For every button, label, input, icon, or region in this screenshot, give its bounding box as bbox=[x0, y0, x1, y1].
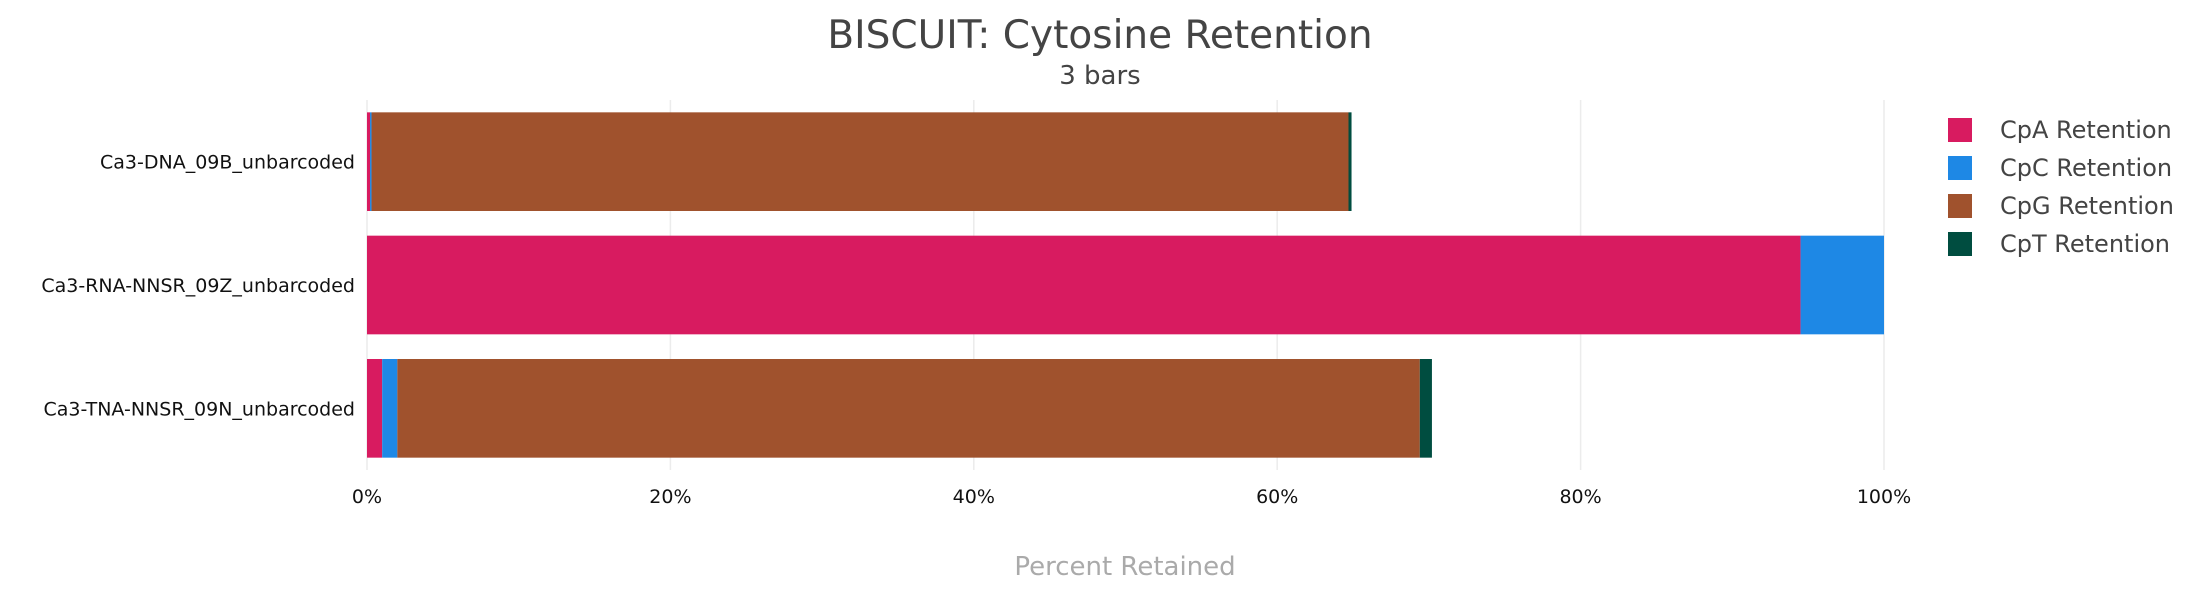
legend-label[interactable]: CpT Retention bbox=[2000, 230, 2170, 258]
chart-title: BISCUIT: Cytosine Retention bbox=[827, 13, 1372, 58]
legend-swatch[interactable] bbox=[1948, 232, 1972, 256]
legend: CpA Retention CpC Retention CpG Retention C… bbox=[1948, 116, 2174, 258]
y-tick-label: Ca3-DNA_09B_unbarcoded bbox=[100, 152, 355, 174]
x-tick-label: 60% bbox=[1256, 486, 1298, 508]
bars bbox=[367, 112, 1884, 458]
legend-swatch[interactable] bbox=[1948, 194, 1972, 218]
bar-segment[interactable] bbox=[371, 112, 1349, 211]
y-axis-ticks: Ca3-DNA_09B_unbarcoded Ca3-RNA-NNSR_09Z_u… bbox=[41, 152, 355, 421]
legend-label[interactable]: CpA Retention bbox=[2000, 116, 2172, 144]
x-tick-label: 40% bbox=[953, 486, 995, 508]
bar-segment[interactable] bbox=[1348, 112, 1352, 211]
bar-segment[interactable] bbox=[1419, 359, 1432, 458]
x-tick-label: 100% bbox=[1857, 486, 1911, 508]
bar-segment[interactable] bbox=[397, 359, 1420, 458]
x-tick-label: 80% bbox=[1559, 486, 1601, 508]
chart-subtitle: 3 bars bbox=[1059, 61, 1140, 91]
x-tick-label: 0% bbox=[352, 486, 382, 508]
bar-segment[interactable] bbox=[367, 359, 383, 458]
x-tick-label: 20% bbox=[649, 486, 691, 508]
legend-label[interactable]: CpC Retention bbox=[2000, 154, 2172, 182]
x-axis-ticks: 0% 20% 40% 60% 80% 100% bbox=[352, 486, 1911, 508]
legend-label[interactable]: CpG Retention bbox=[2000, 192, 2174, 220]
y-tick-label: Ca3-TNA-NNSR_09N_unbarcoded bbox=[43, 398, 355, 420]
bar-segment[interactable] bbox=[382, 359, 398, 458]
bar-segment[interactable] bbox=[367, 235, 1801, 335]
bar-segment[interactable] bbox=[367, 112, 371, 211]
bar-segment[interactable] bbox=[1800, 235, 1884, 335]
x-axis-label: Percent Retained bbox=[1014, 552, 1235, 582]
bar-segment[interactable] bbox=[370, 112, 372, 211]
legend-swatch[interactable] bbox=[1948, 156, 1972, 180]
legend-swatch[interactable] bbox=[1948, 118, 1972, 142]
y-tick-label: Ca3-RNA-NNSR_09Z_unbarcoded bbox=[41, 275, 355, 297]
